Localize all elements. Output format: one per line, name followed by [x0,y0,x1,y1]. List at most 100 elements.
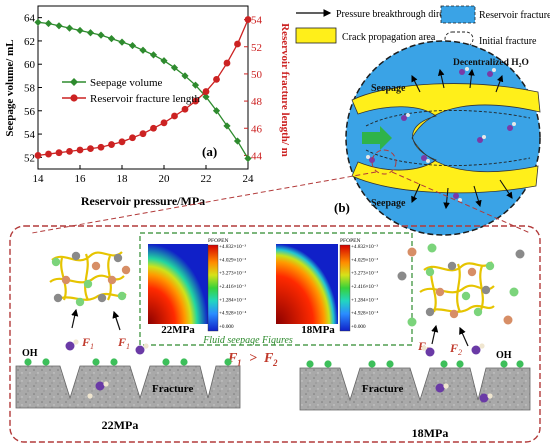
colorbar-left-ticks: +4.832×10⁻³ +4.029×10⁻³ +3.273×10⁻³ +2.416×… [219,244,246,330]
data-point-seepage [118,38,126,46]
data-point-fracture [234,40,241,48]
inequality-f1-sub: 1 [237,358,242,368]
colorbar-tick-label: +3.273×10⁻³ [351,271,378,277]
chart-legend: Seepage volume Reservoir fracture length [62,77,200,105]
inequality-f2-sub: 2 [272,358,278,368]
seepage-label-top: Seepage [371,83,406,94]
y-left-tick-label: 64 [24,13,36,25]
legend-reservoir-label: Reservoir fracture [479,10,550,21]
colorbar-tick-label: +0.000 [351,324,366,330]
x-tick-label: 22 [201,173,212,185]
crack-swatch [295,27,337,44]
y-left-tick-label: 58 [24,83,36,95]
data-point-fracture [150,124,157,132]
colorbar-tick-label: +0.000 [219,324,234,330]
rock-slab-right: OH Fracture 18MPa [299,343,531,440]
data-point-seepage [55,22,63,30]
map-right-label: 18MPa [301,324,335,336]
data-point-seepage [202,93,210,101]
legend-initial-label: Initial fracture [479,36,537,47]
fracture-label-left: Fracture [152,383,193,395]
oh-label-left: OH [22,348,38,359]
colorbar-right-ticks: +4.832×10⁻³ +4.029×10⁻³ +3.273×10⁻³ +2.416×… [351,244,378,330]
panel-b-legend: Pressure breakthrough direction Reservoi… [295,5,550,47]
seepage-figures-box [139,232,413,346]
data-point-seepage [65,24,74,32]
data-point-seepage [170,64,179,72]
force-right-1: F [417,339,426,353]
data-point-seepage [223,122,231,130]
colorbar-tick-label: +4.029×10⁻³ [219,257,246,263]
force-left-1-sub: 1 [90,342,94,351]
x-tick-label: 24 [243,173,255,185]
legend-label-seepage: Seepage volume [90,77,163,89]
y-left-tick-label: 60 [24,59,36,71]
x-axis-label: Reservoir pressure/MPa [81,194,205,208]
x-tick-label: 18 [117,173,129,185]
data-point-fracture [129,134,136,142]
pressure-label-right: 18MPa [412,426,449,440]
series-layer [34,16,252,163]
x-axis: 14 16 18 20 22 24 [33,165,255,185]
data-point-seepage [128,41,137,50]
fracture-label-right: Fracture [362,383,403,395]
data-point-seepage [107,35,116,43]
force-right-2: F [449,341,458,355]
breakthrough-arrows [411,68,513,210]
data-point-seepage [160,57,168,65]
data-point-fracture [34,152,42,159]
colorbar-right-title: PFOPEN [340,238,361,244]
y-right-tick-label: 46 [251,123,263,135]
plot-frame [37,5,249,170]
inequality-f1: F [227,351,238,366]
colorbar-right [339,244,351,332]
water-molecules [366,67,516,202]
panel-a-chart: 14 16 18 20 22 24 52 54 56 58 60 62 64 44 46 48 50 52 54… [4,5,291,208]
data-point-seepage [191,81,200,89]
data-point-fracture [97,143,105,151]
seepage-caption: Fluid seepage Figures [202,335,293,346]
seepage-label-bottom: Seepage [371,198,406,209]
data-point-seepage [97,31,105,39]
colorbar-tick-label: +4.832×10⁻³ [219,244,246,250]
data-point-fracture [76,146,84,154]
colorbar-tick-label: +1.284×10⁻³ [351,297,378,303]
force-arrows-left: F 1 F 1 [71,308,130,351]
colorbar-tick-label: +3.273×10⁻³ [219,271,246,277]
data-point-fracture [87,145,94,153]
y-right-tick-label: 48 [251,96,263,108]
data-point-fracture [139,130,147,138]
data-point-seepage [233,137,242,145]
pressure-map-18mpa: PFOPEN +4.832×10⁻³ +4.029×10⁻³ +3.273×10⁻³… [276,238,378,336]
data-point-fracture [192,97,199,105]
panel-b-tag: (b) [334,200,350,215]
data-point-fracture [45,150,52,158]
green-direction-arrow-icon [362,126,392,150]
y-axis-right-label: Reservoir fracture length/ m [279,23,291,157]
x-tick-label: 20 [159,173,171,185]
colorbar-tick-label: +2.416×10⁻³ [219,284,246,290]
reservoir-swatch [440,5,476,24]
colorbar-tick-label: +4.928×10⁻⁴ [219,311,246,317]
data-point-seepage [34,18,42,26]
colorbar-tick-label: +4.832×10⁻³ [351,244,378,250]
x-tick-label: 14 [33,173,45,185]
data-point-fracture [181,105,189,113]
inequality-f2: F [263,351,274,366]
rock-slab-left: OH Fracture 22MPa [15,339,241,432]
panel-b-fracture-circle: Seepage Seepage Decentralized H₂O (b) [334,40,541,236]
data-point-seepage [86,29,95,37]
colorbar-tick-label: +1.284×10⁻³ [219,297,246,303]
y-left-tick-label: 54 [24,129,36,141]
data-point-seepage [181,72,189,80]
data-point-seepage [76,26,84,35]
panel-a-tag: (a) [202,144,217,159]
pressure-map-22mpa: PFOPEN +4.832×10⁻³ +4.029×10⁻³ +3.273×10⁻³… [148,238,246,336]
data-point-seepage [244,154,252,163]
data-point-seepage [149,51,158,59]
legend-marker-seepage [70,78,78,86]
force-inequality: F 1 > F 2 [227,351,278,368]
colorbar-tick-label: +4.029×10⁻³ [351,257,378,263]
force-arrows-right: F 2 F 2 [417,324,469,357]
force-left-2-sub: 1 [126,342,130,351]
